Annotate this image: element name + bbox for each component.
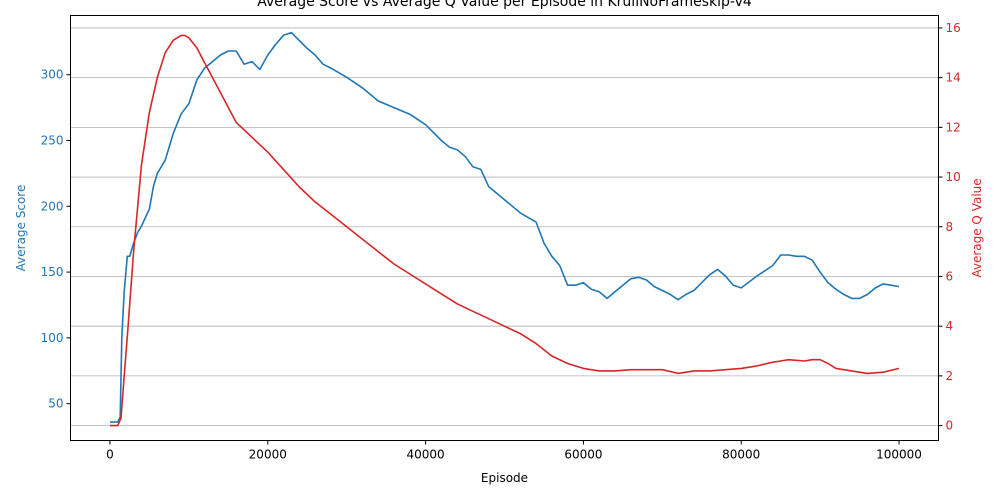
left-axis-ticks: 50 100 150 200 250 300	[41, 68, 71, 411]
left-tick-label: 100	[41, 331, 64, 345]
right-tick-label: 8	[946, 220, 954, 234]
x-axis-label: Episode	[481, 471, 528, 485]
right-axis-label: Average Q Value	[970, 178, 984, 277]
right-tick-label: 2	[946, 369, 954, 383]
right-tick-label: 14	[946, 71, 961, 85]
right-tick-label: 10	[946, 170, 961, 184]
right-tick-label: 16	[946, 21, 961, 35]
right-axis-ticks: 0 2 4 6 8 10 12 14 16	[938, 21, 961, 433]
gridlines	[70, 27, 939, 426]
left-tick-label: 300	[41, 68, 64, 82]
left-tick-label: 50	[48, 397, 63, 411]
x-tick-label: 0	[106, 448, 114, 462]
left-tick-label: 200	[41, 199, 64, 213]
x-tick-label: 80000	[722, 448, 760, 462]
plot-frame	[70, 15, 939, 441]
left-axis-label: Average Score	[14, 185, 28, 272]
right-tick-label: 12	[946, 120, 961, 134]
right-tick-label: 6	[946, 269, 954, 283]
left-tick-label: 250	[41, 134, 64, 148]
q-value-series-line	[110, 34, 900, 427]
x-tick-label: 20000	[249, 448, 287, 462]
right-tick-label: 4	[946, 319, 954, 333]
x-tick-label: 40000	[406, 448, 444, 462]
chart-title: Average Score vs Average Q Value per Epi…	[257, 0, 752, 10]
left-tick-label: 150	[41, 265, 64, 279]
series-layer	[110, 31, 900, 427]
x-axis-ticks: 0 20000 40000 60000 80000 100000	[106, 440, 922, 462]
x-tick-label: 100000	[876, 448, 922, 462]
x-tick-label: 60000	[564, 448, 602, 462]
score-series-line	[110, 31, 900, 423]
right-tick-label: 0	[946, 419, 954, 433]
